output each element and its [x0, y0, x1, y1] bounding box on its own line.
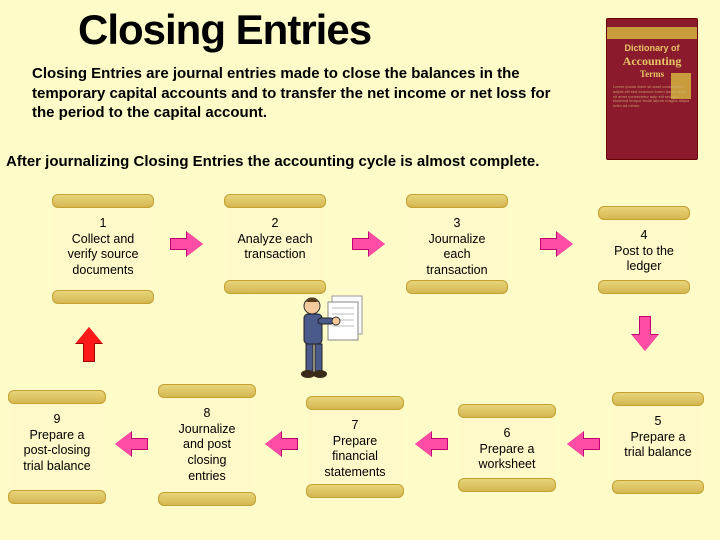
step-scroll-6: 6 Prepare a worksheet	[460, 408, 554, 488]
arrow-left-icon	[566, 432, 600, 456]
step-scroll-1: 1 Collect and verify source documents	[54, 198, 152, 300]
arrow-up-icon	[76, 326, 102, 362]
arrow-left-icon	[264, 432, 298, 456]
step-text: Post to the ledger	[614, 244, 674, 274]
step-text: Collect and verify source documents	[68, 232, 139, 277]
step-text: Prepare a worksheet	[479, 442, 536, 472]
person-papers-icon	[286, 288, 376, 388]
step-scroll-7: 7 Prepare financial statements	[308, 400, 402, 494]
step-number: 2	[234, 216, 316, 232]
step-number: 5	[622, 414, 694, 430]
step-number: 1	[62, 216, 144, 232]
step-number: 9	[18, 412, 96, 428]
step-number: 6	[468, 426, 546, 442]
step-text: Journalize and post closing entries	[179, 422, 236, 483]
step-scroll-9: 9 Prepare a post-closing trial balance	[10, 394, 104, 500]
step-scroll-3: 3 Journalize each transaction	[408, 198, 506, 290]
arrow-left-icon	[414, 432, 448, 456]
arrow-down-icon	[632, 316, 658, 352]
step-text: Prepare a post-closing trial balance	[23, 428, 90, 473]
arrow-right-icon	[540, 232, 574, 256]
book-line1: Dictionary of	[613, 43, 691, 53]
step-scroll-5: 5 Prepare a trial balance	[614, 396, 702, 490]
description-text: Closing Entries are journal entries made…	[32, 64, 572, 123]
step-number: 3	[416, 216, 498, 232]
arrow-right-icon	[352, 232, 386, 256]
step-text: Prepare a trial balance	[624, 430, 691, 460]
step-scroll-2: 2 Analyze each transaction	[226, 198, 324, 290]
arrow-right-icon	[170, 232, 204, 256]
page-title: Closing Entries	[78, 6, 371, 54]
step-scroll-4: 4 Post to the ledger	[600, 210, 688, 290]
step-number: 8	[168, 406, 246, 422]
step-number: 4	[608, 228, 680, 244]
subheading-text: After journalizing Closing Entries the a…	[6, 152, 706, 172]
dictionary-book-icon: Dictionary of Accounting Terms Lorem ips…	[606, 18, 698, 160]
step-text: Journalize each transaction	[426, 232, 487, 277]
book-line2: Accounting	[613, 54, 691, 69]
step-text: Analyze each transaction	[237, 232, 312, 262]
step-text: Prepare financial statements	[324, 434, 385, 479]
step-scroll-8: 8 Journalize and post closing entries	[160, 388, 254, 502]
step-number: 7	[316, 418, 394, 434]
arrow-left-icon	[114, 432, 148, 456]
